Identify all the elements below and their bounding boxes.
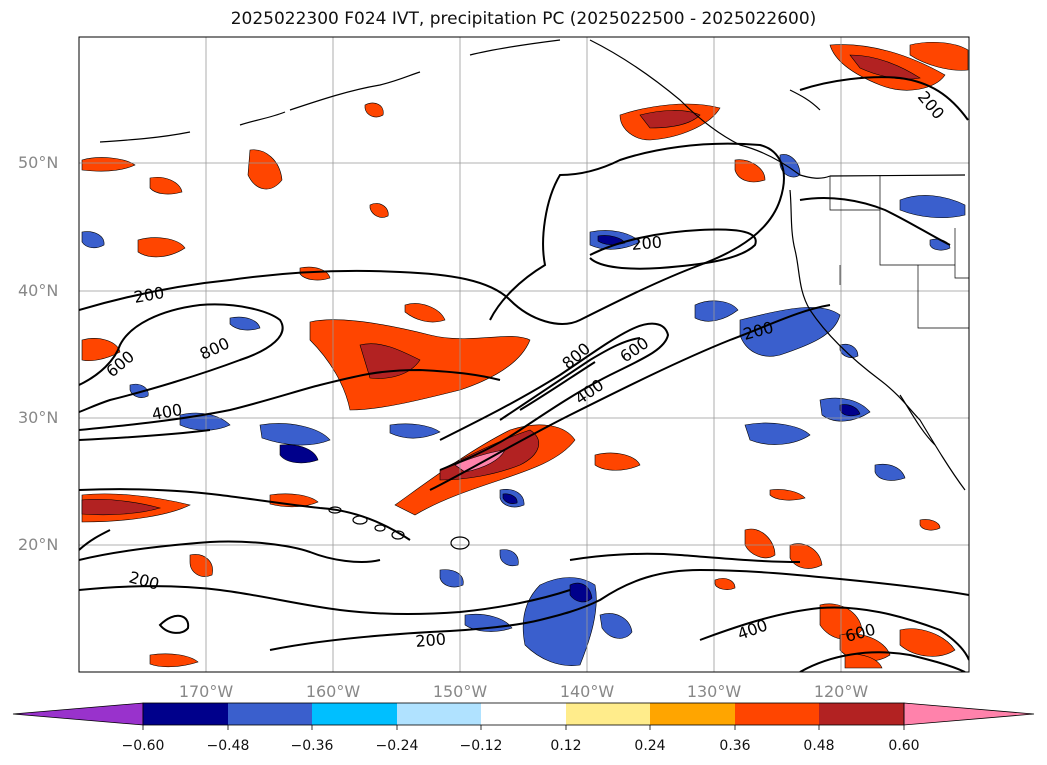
colorbar-extend-high: [903, 702, 1035, 726]
colorbar-tick-label: 0.12: [550, 738, 582, 754]
colorbar-tick-label: 0.60: [888, 738, 920, 754]
colorbar-tick-label: −0.36: [290, 738, 334, 754]
map-frame: [78, 36, 970, 673]
colorbar-tick-label: 0.48: [803, 738, 835, 754]
colorbar: [12, 702, 1035, 730]
colorbar-tick-label: −0.12: [459, 738, 503, 754]
lat-label: 40°N: [18, 281, 59, 300]
lon-label: 160°W: [305, 682, 361, 701]
colorbar-segment: [397, 703, 481, 725]
colorbar-extend-low: [12, 702, 144, 726]
lon-label: 150°W: [432, 682, 488, 701]
map-title: 2025022300 F024 IVT, precipitation PC (2…: [230, 9, 817, 29]
lat-label: 20°N: [18, 535, 59, 554]
lat-label: 30°N: [18, 408, 59, 427]
colorbar-segment: [819, 703, 904, 725]
colorbar-segment: [228, 703, 312, 725]
colorbar-tick-label: −0.24: [375, 738, 419, 754]
colorbar-segment: [566, 703, 650, 725]
precip-negative-shading: [81, 154, 966, 666]
graticule: [79, 37, 969, 672]
colorbar-segment: [650, 703, 735, 725]
lon-label: 130°W: [686, 682, 742, 701]
colorbar-segment: [481, 703, 566, 725]
contour-label: 200: [415, 629, 447, 651]
lat-label: 50°N: [18, 153, 59, 172]
contour-label: 200: [631, 232, 663, 254]
colorbar-segment: [312, 703, 397, 725]
colorbar-tick-label: 0.24: [634, 738, 666, 754]
hawaiian-islands: [328, 506, 470, 550]
ivt-contours: [79, 76, 969, 672]
colorbar-tick-label: −0.60: [121, 738, 165, 754]
colorbar-segment: [735, 703, 819, 725]
map-area: 200 200 200 200 200 200 400 400 400 600 …: [79, 37, 969, 672]
colorbar-tick-label: −0.48: [206, 738, 250, 754]
lon-label: 120°W: [813, 682, 869, 701]
colorbar-tick-label: 0.36: [719, 738, 751, 754]
lon-label: 170°W: [178, 682, 234, 701]
lon-label: 140°W: [559, 682, 615, 701]
colorbar-segment: [143, 703, 228, 725]
